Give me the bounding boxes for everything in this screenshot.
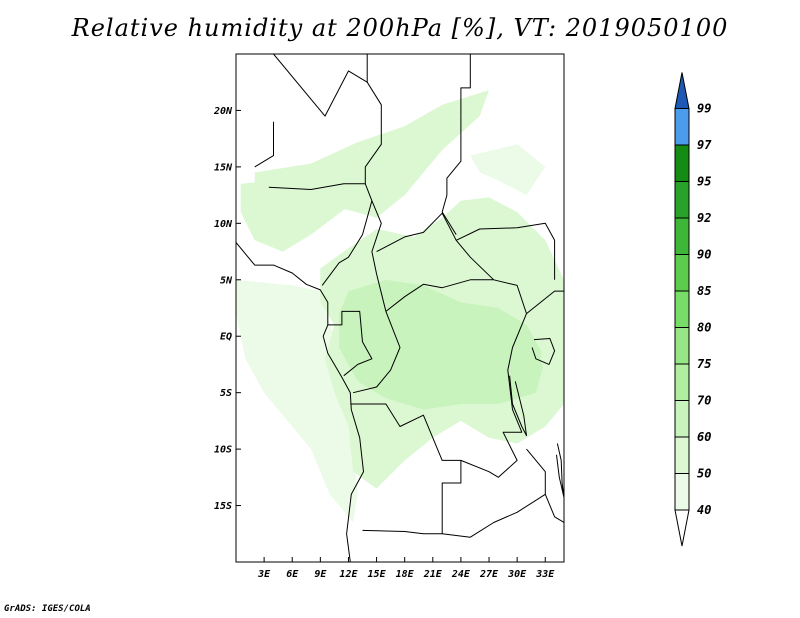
colorbar: 40 50 60 70 75 80 85 90 92 95 97 99	[674, 72, 712, 547]
colorbar-label: 92	[697, 211, 711, 225]
humidity-region-west-africa	[240, 155, 358, 252]
colorbar-segment	[674, 181, 690, 219]
border-lake-victoria	[531, 338, 556, 365]
x-tick-label: 33E	[535, 569, 555, 580]
colorbar-label: 99	[697, 102, 711, 116]
colorbar-segment	[674, 400, 690, 438]
border-lake-tanganyika	[509, 375, 527, 437]
colorbar-label: 97	[697, 138, 712, 152]
colorbar-label: 40	[697, 503, 711, 517]
humidity-region-east-highlands	[540, 324, 564, 404]
x-tick-label: 6E	[286, 569, 299, 580]
humidity-region-congo-core	[339, 279, 546, 410]
border-coastline-west	[236, 242, 364, 562]
colorbar-segment	[674, 363, 690, 401]
border-cameroon-car	[371, 200, 387, 312]
border-lake-malawi	[556, 443, 564, 499]
colorbar-label: 50	[697, 467, 711, 481]
y-tick-label: 5N	[220, 275, 233, 286]
colorbar-segment	[674, 217, 690, 255]
y-tick-label: 15S	[214, 501, 232, 512]
border-drc-east	[460, 279, 527, 478]
x-tick-label: 12E	[339, 569, 358, 580]
border-uganda-kenya	[526, 290, 564, 348]
y-tick-label: 15N	[214, 162, 233, 173]
border-gabon-congo	[327, 310, 373, 377]
x-tick-label: 24E	[451, 569, 471, 580]
y-tick-label: 10S	[214, 445, 232, 456]
colorbar-segment	[674, 108, 690, 146]
border-zambia-zimbabwe	[442, 448, 546, 538]
border-algeria-niger	[254, 121, 274, 168]
border-congo-drc	[352, 311, 401, 394]
humidity-region-north-dry-patch	[470, 144, 546, 196]
colorbar-top-arrow	[674, 72, 690, 109]
colorbar-bottom-arrow	[674, 509, 690, 547]
colorbar-label: 90	[697, 248, 711, 262]
map-title: Relative humidity at 200hPa [%], VT: 201…	[71, 14, 729, 42]
y-tick-label: 20N	[213, 106, 233, 117]
humidity-region-gulf-of-guinea	[236, 279, 358, 523]
border-niger-chad	[364, 81, 382, 184]
colorbar-label: 95	[697, 175, 711, 189]
colorbar-segment	[674, 473, 690, 511]
x-tick-label: 18E	[396, 569, 415, 580]
border-chad-sudan	[441, 116, 462, 235]
border-south-sudan	[455, 222, 556, 280]
x-tick-label: 9E	[314, 569, 327, 580]
border-mozambique-coast	[544, 494, 564, 562]
colorbar-segment	[674, 436, 690, 474]
y-tick-label: EQ	[220, 332, 232, 343]
y-tick-label: 10N	[214, 219, 233, 230]
border-nigeria-north	[268, 183, 373, 201]
border-sahara-lines	[273, 54, 368, 117]
colorbar-label: 60	[697, 430, 711, 444]
x-tick-label: 15E	[368, 569, 387, 580]
x-tick-label: 27E	[479, 569, 499, 580]
x-tick-label: 30E	[507, 569, 527, 580]
colorbar-segment	[674, 144, 690, 182]
colorbar-label: 75	[697, 357, 711, 371]
x-tick-label: 21E	[423, 569, 443, 580]
humidity-fill-layer	[236, 90, 564, 523]
colorbar-label: 70	[697, 394, 711, 408]
grads-credit: GrADS: IGES/COLA	[4, 604, 91, 614]
y-axis: 20N 15N 10N 5N EQ 5S 10S 15S	[213, 106, 241, 512]
colorbar-label: 85	[697, 284, 711, 298]
x-tick-label: 3E	[257, 569, 271, 580]
country-borders-layer	[236, 54, 564, 562]
y-tick-label: 5S	[220, 388, 232, 399]
colorbar-segment	[674, 327, 690, 365]
border-drc-angola	[350, 403, 462, 535]
border-car-sudan	[376, 212, 495, 281]
map-frame	[235, 53, 565, 563]
colorbar-label: 80	[697, 321, 711, 335]
border-car-congo	[385, 279, 494, 312]
border-sudan-north	[460, 54, 471, 117]
border-nigeria-cameroon	[321, 200, 373, 286]
colorbar-segment	[674, 290, 690, 328]
colorbar-segment	[674, 254, 690, 292]
x-axis: 3E 6E 9E 12E 15E 18E 21E 24E 27E 30E 33E	[257, 557, 555, 580]
